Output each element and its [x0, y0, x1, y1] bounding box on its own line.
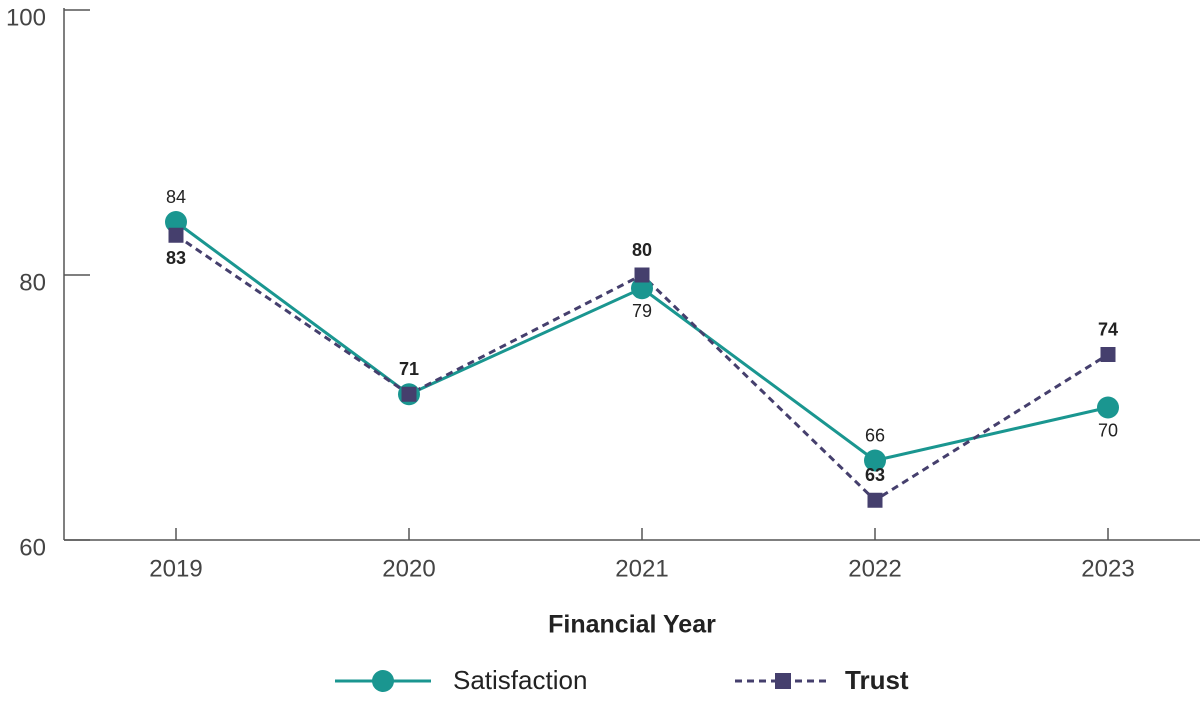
data-label: 84 — [166, 187, 186, 207]
data-point — [631, 277, 653, 300]
data-point — [867, 492, 883, 508]
data-label: 83 — [166, 248, 186, 268]
data-point — [864, 449, 886, 472]
x-tick-label: 2021 — [615, 555, 668, 582]
data-label: 71 — [399, 359, 419, 379]
legend-label: Satisfaction — [453, 665, 587, 695]
data-point — [634, 267, 650, 283]
data-label: 63 — [865, 465, 885, 485]
data-point — [1097, 396, 1119, 419]
data-label: 74 — [1098, 319, 1118, 339]
x-axis-title: Financial Year — [548, 611, 716, 639]
data-point — [1100, 347, 1116, 362]
data-label: 70 — [1098, 420, 1118, 440]
x-tick-label: 2023 — [1081, 555, 1134, 582]
data-label: 80 — [632, 240, 652, 260]
legend-marker — [372, 670, 394, 692]
y-tick-label: 60 — [19, 534, 46, 561]
data-label: 66 — [865, 425, 885, 445]
legend-item: Trust — [735, 665, 909, 695]
data-point — [401, 386, 417, 402]
legend-label: Trust — [845, 665, 909, 695]
data-label: 71 — [399, 359, 419, 379]
legend-marker — [775, 673, 791, 689]
legend-item: Satisfaction — [335, 665, 587, 695]
data-label: 79 — [632, 301, 652, 321]
y-tick-label: 100 — [6, 4, 46, 31]
data-point — [168, 227, 184, 243]
data-point — [165, 211, 187, 233]
x-tick-label: 2020 — [382, 555, 435, 582]
y-tick-label: 80 — [19, 269, 46, 296]
x-tick-label: 2022 — [848, 555, 901, 582]
x-tick-label: 2019 — [149, 555, 202, 582]
